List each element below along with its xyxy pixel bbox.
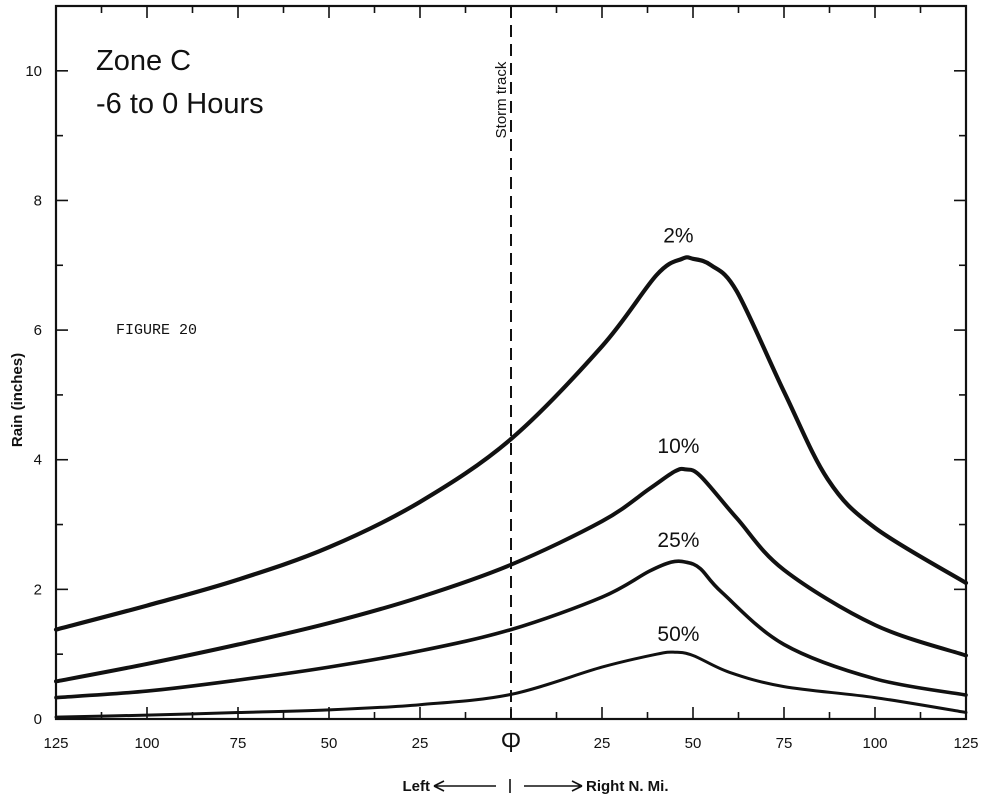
storm-track-label: Storm track [493, 61, 510, 138]
series-labels: 2% 10% 25% 50% [657, 225, 699, 647]
x-tick-label: 125 [953, 735, 978, 752]
series-label-10pct: 10% [657, 435, 699, 458]
left-arrow-icon [433, 780, 496, 792]
x-tick-label: 25 [594, 735, 611, 752]
y-tick-label: 0 [34, 711, 42, 728]
chart-title-line-1: Zone C [96, 45, 191, 77]
axis-ticks [55, 5, 967, 720]
series-curves [53, 255, 969, 719]
figure-label: FIGURE 20 [116, 322, 197, 339]
y-tick-label: 6 [34, 322, 42, 339]
series-line-2pct [53, 255, 969, 632]
x-axis-left-label: Left [403, 778, 431, 795]
series-line-50pct [54, 650, 968, 719]
y-tick-label: 2 [34, 581, 42, 598]
y-axis-title: Rain (inches) [9, 353, 26, 447]
x-tick-label: 100 [134, 735, 159, 752]
x-tick-label: 125 [43, 735, 68, 752]
x-tick-label: 100 [862, 735, 887, 752]
y-tick-label: 4 [34, 452, 42, 469]
series-label-50pct: 50% [657, 623, 699, 646]
chart-title-line-2: -6 to 0 Hours [96, 88, 264, 120]
x-axis-direction-caption: Left Right N. Mi. [403, 778, 669, 795]
x-tick-label: 50 [321, 735, 338, 752]
right-arrow-icon [524, 780, 583, 792]
x-tick-label: 50 [685, 735, 702, 752]
x-axis-right-label: Right N. Mi. [586, 778, 669, 795]
x-tick-label: 75 [230, 735, 247, 752]
storm-center-symbol: Ⴔ [501, 731, 521, 757]
x-tick-label: 75 [776, 735, 793, 752]
series-label-2pct: 2% [663, 225, 693, 248]
x-tick-label: 25 [412, 735, 429, 752]
y-tick-label: 10 [25, 63, 42, 80]
series-line-10pct [54, 466, 968, 684]
y-tick-label: 8 [34, 192, 42, 209]
series-label-25pct: 25% [657, 529, 699, 552]
series-line-25pct [54, 559, 968, 700]
